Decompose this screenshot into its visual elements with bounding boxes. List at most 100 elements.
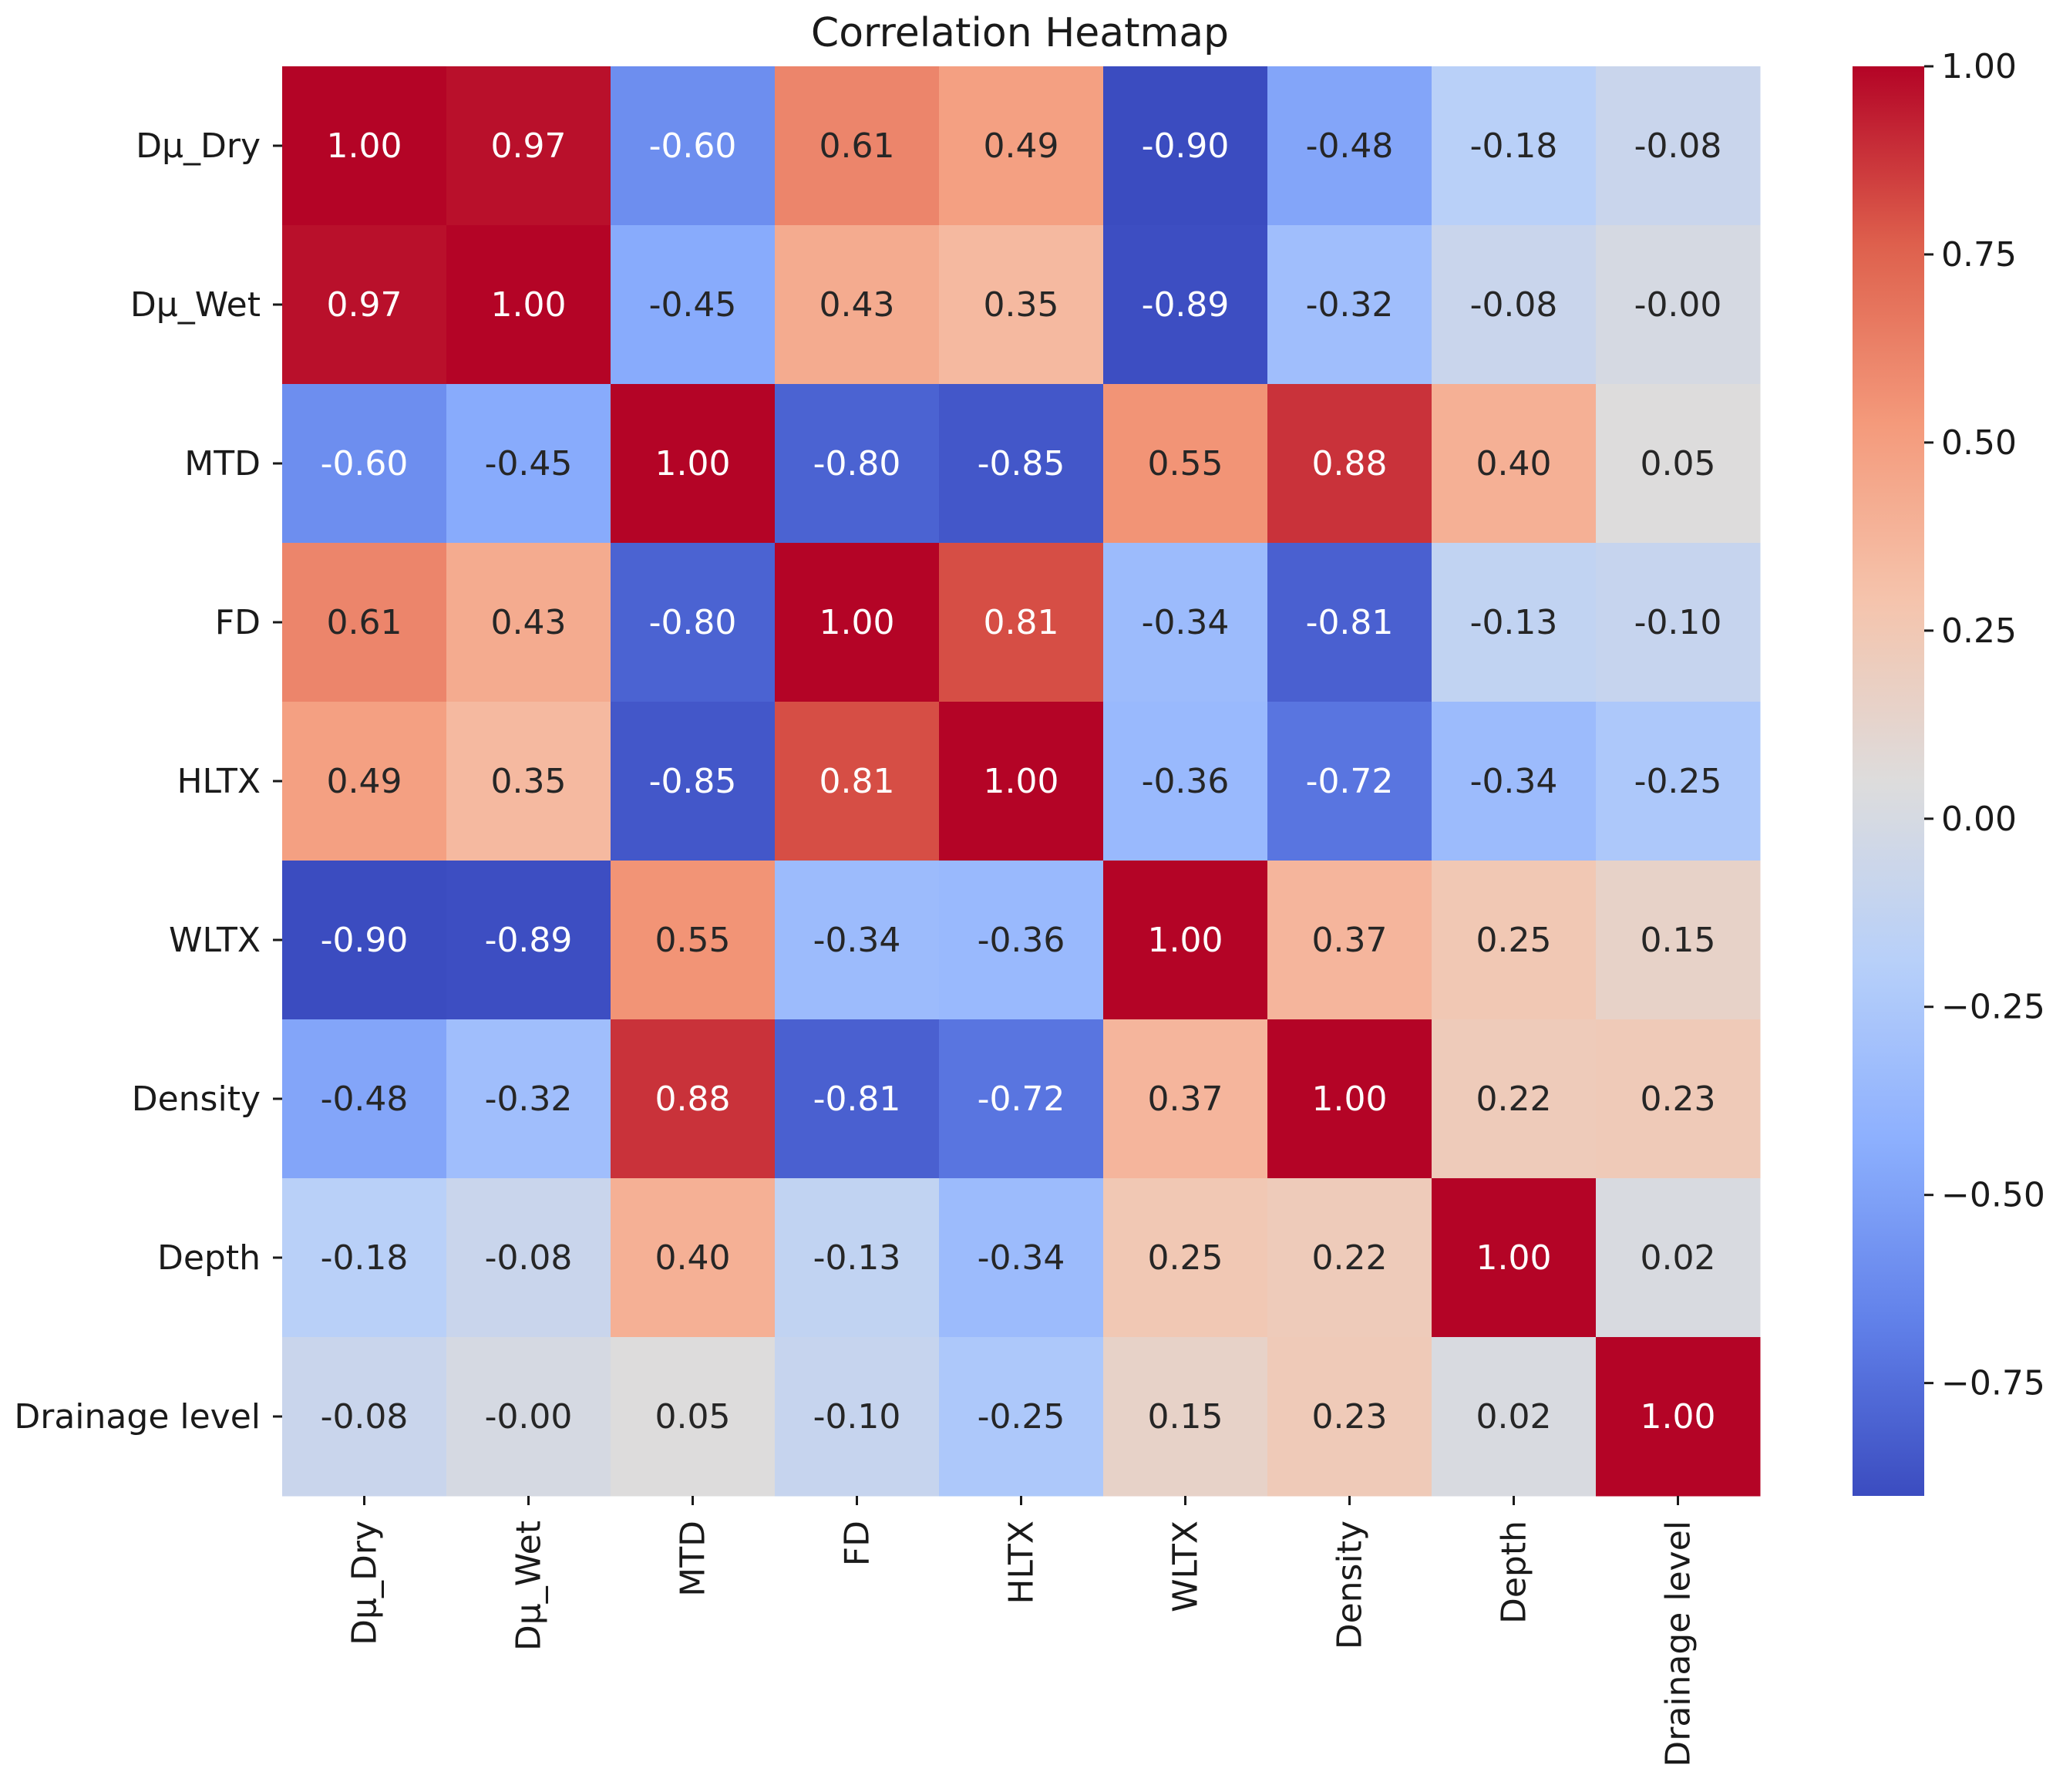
cell-value-r3-c1: 0.43	[491, 603, 567, 642]
cell-value-r5-c2: 0.55	[655, 921, 731, 960]
cell-value-r2-c2: 1.00	[655, 444, 731, 483]
cell-value-r5-c8: 0.15	[1641, 921, 1716, 960]
heatmap-cell-r3-c6	[1267, 543, 1432, 702]
colorbar-tick-label-7: −0.75	[1941, 1364, 2045, 1403]
heatmap-cell-r2-c8	[1596, 384, 1761, 544]
heatmap-cell-r8-c1	[446, 1337, 611, 1497]
heatmap-cell-r1-c8	[1596, 225, 1761, 385]
cell-value-r1-c5: -0.89	[1142, 285, 1230, 325]
heatmap-cell-r7-c1	[446, 1178, 611, 1338]
cell-value-r4-c6: -0.72	[1306, 762, 1394, 801]
heatmap-cell-r4-c2	[611, 702, 776, 861]
heatmap-cell-r5-c3	[775, 861, 940, 1020]
heatmap-cell-r4-c4	[939, 702, 1104, 861]
cell-value-r0-c3: 0.61	[819, 126, 895, 166]
cell-value-r6-c1: -0.32	[485, 1080, 573, 1119]
colorbar-tick-label-5: −0.25	[1941, 988, 2045, 1027]
heatmap-cell-r0-c4	[939, 66, 1104, 226]
cell-value-r4-c2: -0.85	[649, 762, 737, 801]
heatmap-cell-r6-c2	[611, 1019, 776, 1179]
heatmap-cell-r7-c2	[611, 1178, 776, 1338]
cell-value-r7-c2: 0.40	[655, 1238, 731, 1278]
cell-value-r6-c2: 0.88	[655, 1080, 731, 1119]
heatmap-cell-r8-c4	[939, 1337, 1104, 1497]
heatmap-cell-r4-c3	[775, 702, 940, 861]
cell-value-r6-c6: 1.00	[1312, 1080, 1388, 1119]
x-tick-label-6: Density	[1331, 1521, 1370, 1649]
heatmap-cell-r1-c3	[775, 225, 940, 385]
cell-value-r7-c1: -0.08	[485, 1238, 573, 1278]
heatmap-cell-r8-c7	[1432, 1337, 1597, 1497]
cell-value-r5-c7: 0.25	[1476, 921, 1552, 960]
heatmap-cell-r0-c1	[446, 66, 611, 226]
heatmap-cell-r8-c2	[611, 1337, 776, 1497]
heatmap-cell-r7-c0	[282, 1178, 447, 1338]
cell-value-r8-c8: 1.00	[1641, 1397, 1716, 1437]
x-tick-label-5: WLTX	[1166, 1521, 1206, 1612]
heatmap-cells: 1.00 0.97 -0.60 0.61 0.49 -0.90 -0.48 -0.18 -0.0…	[282, 66, 1761, 1497]
cell-value-r1-c6: -0.32	[1306, 285, 1394, 325]
colorbar-gradient	[1853, 66, 1924, 1496]
y-tick-label-2: MTD	[184, 444, 261, 483]
heatmap-cell-r2-c4	[939, 384, 1104, 544]
x-tick-label-7: Depth	[1495, 1521, 1534, 1624]
heatmap-cell-r7-c3	[775, 1178, 940, 1338]
heatmap-cell-r4-c0	[282, 702, 447, 861]
heatmap-cell-r4-c5	[1103, 702, 1268, 861]
cell-value-r0-c2: -0.60	[649, 126, 737, 166]
cell-value-r1-c8: -0.00	[1634, 285, 1722, 325]
colorbar-tick-label-1: 0.75	[1941, 235, 2017, 275]
heatmap-cell-r4-c8	[1596, 702, 1761, 861]
heatmap-cell-r3-c3	[775, 543, 940, 702]
cell-value-r7-c4: -0.34	[978, 1238, 1065, 1278]
heatmap-cell-r5-c6	[1267, 861, 1432, 1020]
cell-value-r1-c7: -0.08	[1470, 285, 1558, 325]
cell-value-r4-c1: 0.35	[491, 762, 567, 801]
cell-value-r2-c5: 0.55	[1148, 444, 1223, 483]
heatmap-cell-r5-c0	[282, 861, 447, 1020]
heatmap-cell-r0-c2	[611, 66, 776, 226]
colorbar-tick-label-2: 0.50	[1941, 423, 2017, 463]
cell-value-r0-c6: -0.48	[1306, 126, 1394, 166]
cell-value-r3-c8: -0.10	[1634, 603, 1722, 642]
heatmap-cell-r3-c1	[446, 543, 611, 702]
heatmap-cell-r7-c7	[1432, 1178, 1597, 1338]
cell-value-r6-c5: 0.37	[1148, 1080, 1223, 1119]
heatmap-cell-r8-c0	[282, 1337, 447, 1497]
heatmap-cell-r8-c5	[1103, 1337, 1268, 1497]
cell-value-r2-c8: 0.05	[1641, 444, 1716, 483]
y-tick-label-3: FD	[215, 603, 261, 642]
heatmap-cell-r6-c0	[282, 1019, 447, 1179]
x-axis-tick-labels: Dμ_Dry Dμ_Wet MTD FD HLTX WLTX Density Depth Dra…	[345, 1496, 1698, 1767]
cell-value-r7-c5: 0.25	[1148, 1238, 1223, 1278]
colorbar-tick-label-3: 0.25	[1941, 611, 2017, 651]
cell-value-r5-c3: -0.34	[813, 921, 901, 960]
heatmap-cell-r5-c5	[1103, 861, 1268, 1020]
cell-value-r0-c4: 0.49	[984, 126, 1059, 166]
chart-title: Correlation Heatmap	[811, 10, 1229, 56]
heatmap-cell-r8-c3	[775, 1337, 940, 1497]
heatmap-cell-r3-c8	[1596, 543, 1761, 702]
cell-value-r8-c1: -0.00	[485, 1397, 573, 1437]
cell-value-r2-c3: -0.80	[813, 444, 901, 483]
y-axis-tick-labels: Dμ_Dry Dμ_Wet MTD FD HLTX WLTX Density Depth Dra…	[14, 126, 282, 1437]
cell-value-r4-c5: -0.36	[1142, 762, 1230, 801]
x-tick-label-4: HLTX	[1002, 1521, 1042, 1605]
x-tick-label-2: MTD	[674, 1521, 713, 1597]
y-tick-label-8: Drainage level	[14, 1397, 261, 1437]
cell-value-r3-c0: 0.61	[327, 603, 402, 642]
cell-value-r0-c1: 0.97	[491, 126, 567, 166]
y-tick-label-1: Dμ_Wet	[130, 285, 261, 325]
heatmap-cell-r3-c5	[1103, 543, 1268, 702]
heatmap-cell-r3-c2	[611, 543, 776, 702]
cell-value-r0-c8: -0.08	[1634, 126, 1722, 166]
heatmap-cell-r2-c2	[611, 384, 776, 544]
heatmap-cell-r5-c7	[1432, 861, 1597, 1020]
cell-value-r2-c6: 0.88	[1312, 444, 1388, 483]
cell-value-r3-c3: 1.00	[819, 603, 895, 642]
heatmap-cell-r0-c8	[1596, 66, 1761, 226]
x-tick-label-0: Dμ_Dry	[345, 1521, 385, 1645]
cell-value-r3-c7: -0.13	[1470, 603, 1558, 642]
cell-value-r2-c0: -0.60	[321, 444, 409, 483]
